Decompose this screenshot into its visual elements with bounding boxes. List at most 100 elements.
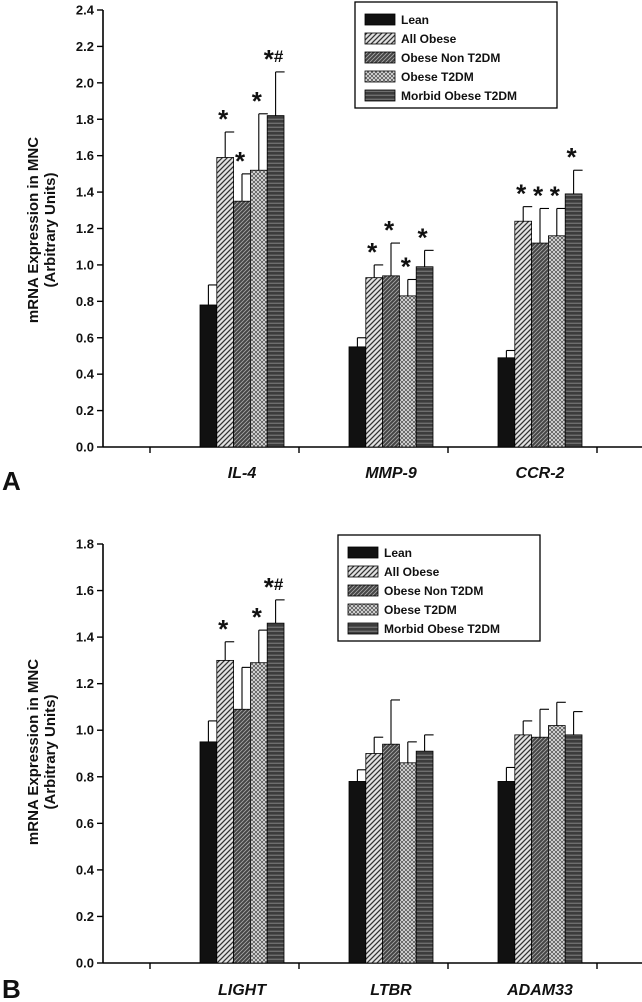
significance-marker: *# [264,572,284,602]
legend-label: Obese Non T2DM [384,584,483,598]
y-tick-label: 2.4 [76,3,95,18]
y-tick-label: 0.4 [76,862,95,877]
y-tick-label: 0.6 [76,816,94,831]
bar [564,193,583,448]
legend-label: Lean [384,546,412,560]
significance-marker: * [367,237,378,267]
y-tick-label: 0.4 [76,367,95,382]
y-tick-label: 0.0 [76,440,94,455]
panel-a: 0.0 0.2 0.4 0.6 0.8 1.0 1.2 1.4 1.6 1.8 2.0 2.2 2.4 m… [2,1,642,496]
bar [531,736,549,964]
significance-marker: * [401,251,412,281]
significance-marker: * [550,180,561,210]
bar [548,725,566,964]
legend-swatch [347,622,379,635]
y-axis-label: mRNA Expression in MNC [25,659,42,845]
significance-marker: * [235,146,246,176]
y-tick-label: 1.4 [76,630,95,645]
y-tick-label: 2.0 [76,75,94,90]
bar [398,295,417,448]
panel-label: A [2,466,21,496]
category-label: MMP-9 [365,465,417,482]
bar [514,734,532,964]
y-tick-label: 1.2 [76,676,94,691]
bar [497,781,516,964]
bar [216,157,235,448]
significance-marker: * [252,602,263,632]
y-tick-label: 1.0 [76,723,94,738]
y-tick-label: 1.8 [76,112,94,127]
bar [266,115,285,448]
legend-swatch [364,32,396,45]
y-tick-label: 0.8 [76,294,94,309]
category-label: ADAM33 [506,982,573,999]
y-tick-label: 1.0 [76,257,94,272]
y-axis-label: (Arbitrary Units) [42,172,59,287]
y-tick-label: 0.6 [76,330,94,345]
legend-swatch [364,51,396,64]
y-tick-label: 0.8 [76,769,94,784]
bar [514,220,532,448]
y-tick-label: 1.2 [76,221,94,236]
bar [216,659,235,964]
legend-label: Obese T2DM [401,70,474,84]
bar [398,762,417,964]
category-label: LIGHT [218,982,267,999]
bar [249,662,268,964]
bar [415,750,434,964]
bar [564,734,583,964]
bar [382,743,400,964]
panel-b: 0.0 0.2 0.4 0.6 0.8 1.0 1.2 1.4 1.6 1.8 mRNA Expre… [2,534,642,1002]
significance-marker: * [218,614,229,644]
significance-marker: * [418,222,429,252]
y-tick-label: 1.4 [76,185,95,200]
legend-label: All Obese [401,32,457,46]
category-label: LTBR [370,982,412,999]
significance-marker: * [384,215,395,245]
bar [382,275,400,448]
significance-marker: * [533,180,544,210]
bar [365,753,383,964]
category-label: IL-4 [228,465,257,482]
bar [531,242,549,448]
bar [415,266,434,448]
legend-swatch [364,13,396,26]
significance-marker: * [516,179,527,209]
legend-swatch [347,584,379,597]
category-label: CCR-2 [516,465,565,482]
legend-swatch [347,603,379,616]
bar [348,781,367,964]
y-tick-label: 2.2 [76,39,94,54]
panel-label: B [2,974,21,1002]
y-tick-label: 0.2 [76,403,94,418]
bar [233,708,251,964]
bar [266,622,285,964]
legend-swatch [347,565,379,578]
y-tick-label: 1.6 [76,583,94,598]
bar [233,200,251,448]
bar [497,357,516,448]
significance-marker: *# [264,44,284,74]
y-tick-label: 1.8 [76,537,94,552]
bar [365,277,383,448]
bar [199,741,218,964]
significance-marker: * [567,142,578,172]
bar [548,235,566,448]
legend-label: Obese Non T2DM [401,51,500,65]
bar [249,169,268,448]
y-axis-label: (Arbitrary Units) [42,694,59,809]
legend-label: Obese T2DM [384,603,457,617]
legend-swatch [364,70,396,83]
y-tick-label: 1.6 [76,148,94,163]
bar [199,304,218,448]
legend-label: Morbid Obese T2DM [384,622,500,636]
y-tick-label: 0.2 [76,909,94,924]
legend-label: Lean [401,13,429,27]
y-axis-label: mRNA Expression in MNC [25,137,42,323]
significance-marker: * [218,104,229,134]
y-tick-label: 0.0 [76,956,94,971]
legend-swatch [364,89,396,102]
legend-label: Morbid Obese T2DM [401,89,517,103]
bar [348,346,367,448]
